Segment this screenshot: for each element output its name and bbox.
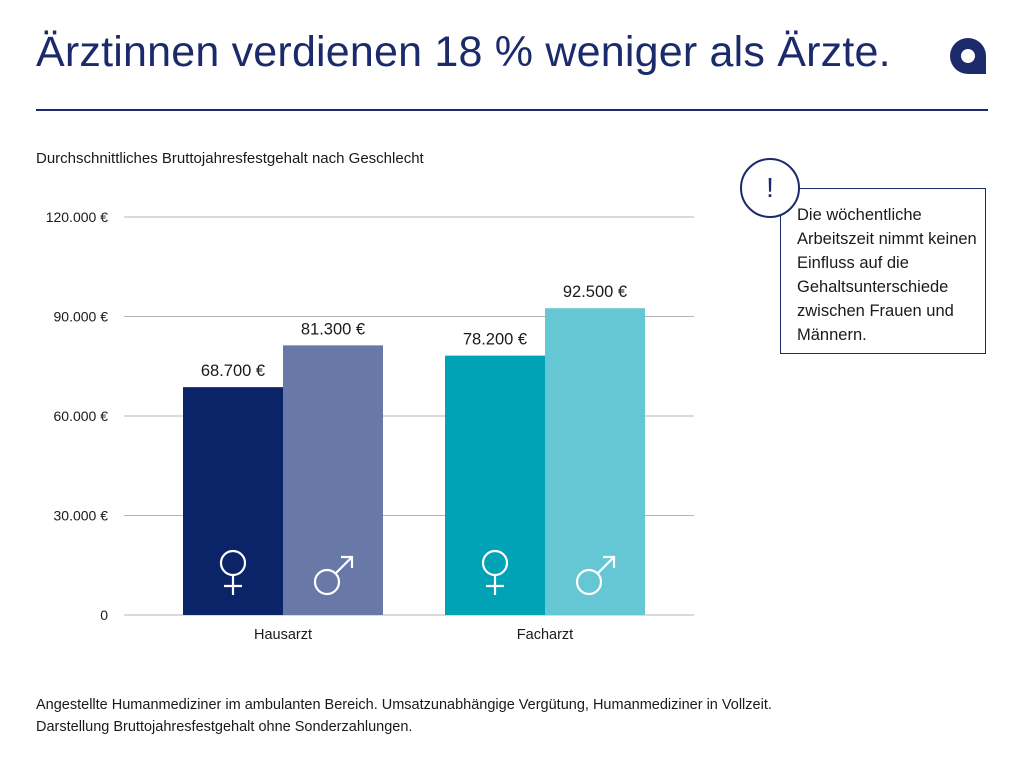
header-divider [36, 109, 988, 111]
bar [545, 308, 645, 615]
info-note-text: Die wöchentliche Arbeitszeit nimmt keine… [797, 206, 977, 344]
info-note-box: Die wöchentliche Arbeitszeit nimmt keine… [780, 188, 986, 354]
footnote-line-2: Darstellung Bruttojahresfestgehalt ohne … [36, 719, 413, 735]
chart-subtitle: Durchschnittliches Bruttojahresfestgehal… [36, 150, 424, 167]
footnote-line-1: Angestellte Humanmediziner im ambulanten… [36, 697, 772, 713]
footnote: Angestellte Humanmediziner im ambulanten… [36, 694, 772, 738]
bar-value-label: 78.200 € [463, 331, 527, 349]
female-symbol-icon [219, 549, 247, 595]
male-symbol-icon [313, 555, 354, 596]
y-tick-label: 90.000 € [54, 309, 109, 325]
male-symbol-icon [575, 555, 616, 596]
exclamation-icon: ! [740, 158, 800, 218]
y-tick-label: 60.000 € [54, 408, 109, 424]
y-tick-label: 120.000 € [46, 209, 108, 225]
page-title: Ärztinnen verdienen 18 % weniger als Ärz… [36, 28, 891, 76]
bar-value-label: 81.300 € [301, 320, 365, 338]
bar-value-label: 92.500 € [563, 283, 627, 301]
female-symbol-icon [481, 549, 509, 595]
y-tick-label: 0 [100, 607, 108, 623]
x-category-label: Hausarzt [254, 627, 312, 643]
x-category-label: Facharzt [517, 627, 573, 643]
y-tick-label: 30.000 € [54, 508, 109, 524]
brand-logo-icon [950, 38, 986, 74]
bar [283, 345, 383, 615]
bar-value-label: 68.700 € [201, 362, 265, 380]
bar [445, 355, 545, 615]
exclamation-symbol: ! [766, 172, 774, 203]
